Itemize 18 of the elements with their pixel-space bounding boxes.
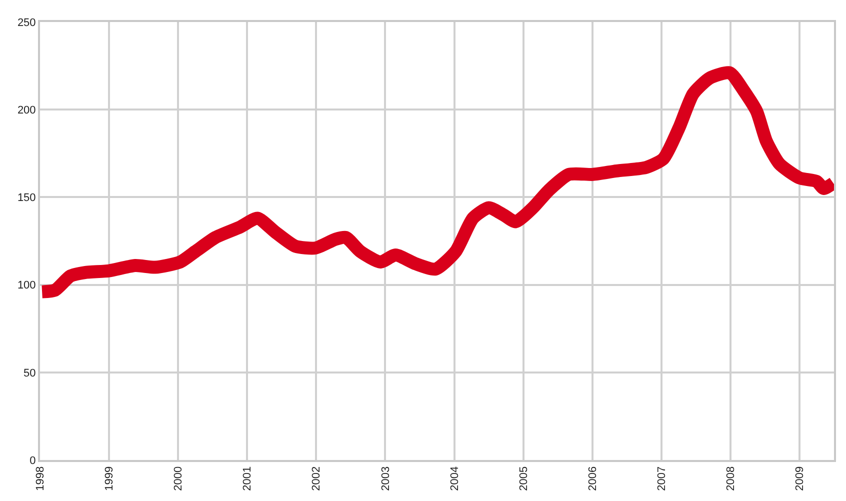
x-tick-label: 2009: [794, 466, 806, 491]
x-tick-label: 2000: [172, 466, 185, 491]
y-tick-label: 250: [17, 16, 36, 29]
x-tick-label: 2003: [380, 466, 392, 491]
x-tick-label: 2005: [518, 466, 530, 491]
x-tick-label: 2006: [586, 466, 599, 491]
y-tick-label: 150: [17, 192, 36, 204]
x-tick-label: 2007: [656, 466, 668, 491]
x-tick-label: 2001: [242, 466, 254, 491]
y-tick-label: 0: [30, 454, 36, 467]
x-tick-label: 2004: [448, 466, 461, 491]
y-tick-label: 100: [17, 280, 36, 292]
x-tick-label: 1999: [104, 466, 116, 491]
x-tick-label: 1998: [34, 466, 47, 491]
y-tick-label: 50: [24, 367, 36, 380]
x-tick-label: 2002: [310, 466, 323, 491]
x-tick-label: 2008: [725, 466, 738, 491]
y-tick-label: 200: [17, 104, 36, 116]
